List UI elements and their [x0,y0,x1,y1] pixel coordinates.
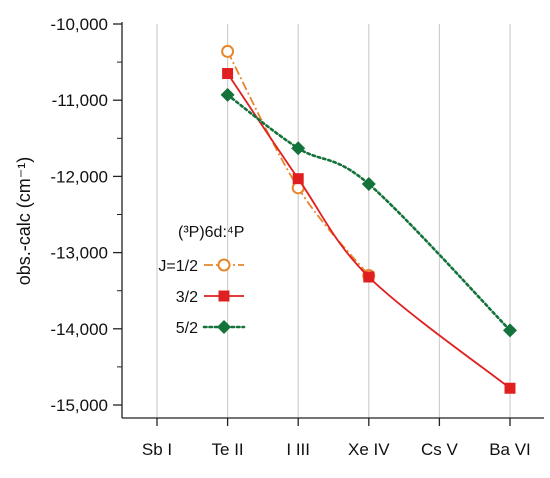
x-tick-label: Ba VI [489,440,531,459]
legend-label: J=1/2 [158,258,198,275]
x-tick-label: I III [286,440,310,459]
legend-marker [219,291,230,302]
x-ticks: Sb I Te II I III Xe IV Cs V Ba VI [142,418,531,459]
y-tick-label: -14,000 [50,320,108,339]
y-tick-label: -13,000 [50,244,108,263]
data-point [363,271,374,282]
legend-marker [217,320,231,334]
x-tick-label: Sb I [142,440,172,459]
x-tick-label: Xe IV [348,440,390,459]
data-point [291,141,305,155]
legend-label: 3/2 [176,289,198,306]
legend: (³P)6d:⁴P J=1/2 3/2 5/2 [158,224,244,337]
y-tick-label: -10,000 [50,15,108,34]
data-point [222,46,233,57]
axes [122,22,544,418]
y-ticks: -10,000 -11,000 -12,000 -13,000 -14,000 -15,0… [50,15,122,415]
legend-marker [219,260,230,271]
data-point [293,173,304,184]
grid [157,24,510,418]
y-tick-label: -15,000 [50,396,108,415]
legend-label: 5/2 [176,320,198,337]
y-axis-label: obs.-calc (cm⁻¹) [14,157,34,286]
x-tick-label: Te II [212,440,244,459]
data-point [222,68,233,79]
data-point [505,383,516,394]
y-tick-label: -11,000 [52,91,108,110]
x-tick-label: Cs V [421,440,459,459]
y-tick-label: -12,000 [50,167,108,186]
legend-title: (³P)6d:⁴P [178,224,244,241]
